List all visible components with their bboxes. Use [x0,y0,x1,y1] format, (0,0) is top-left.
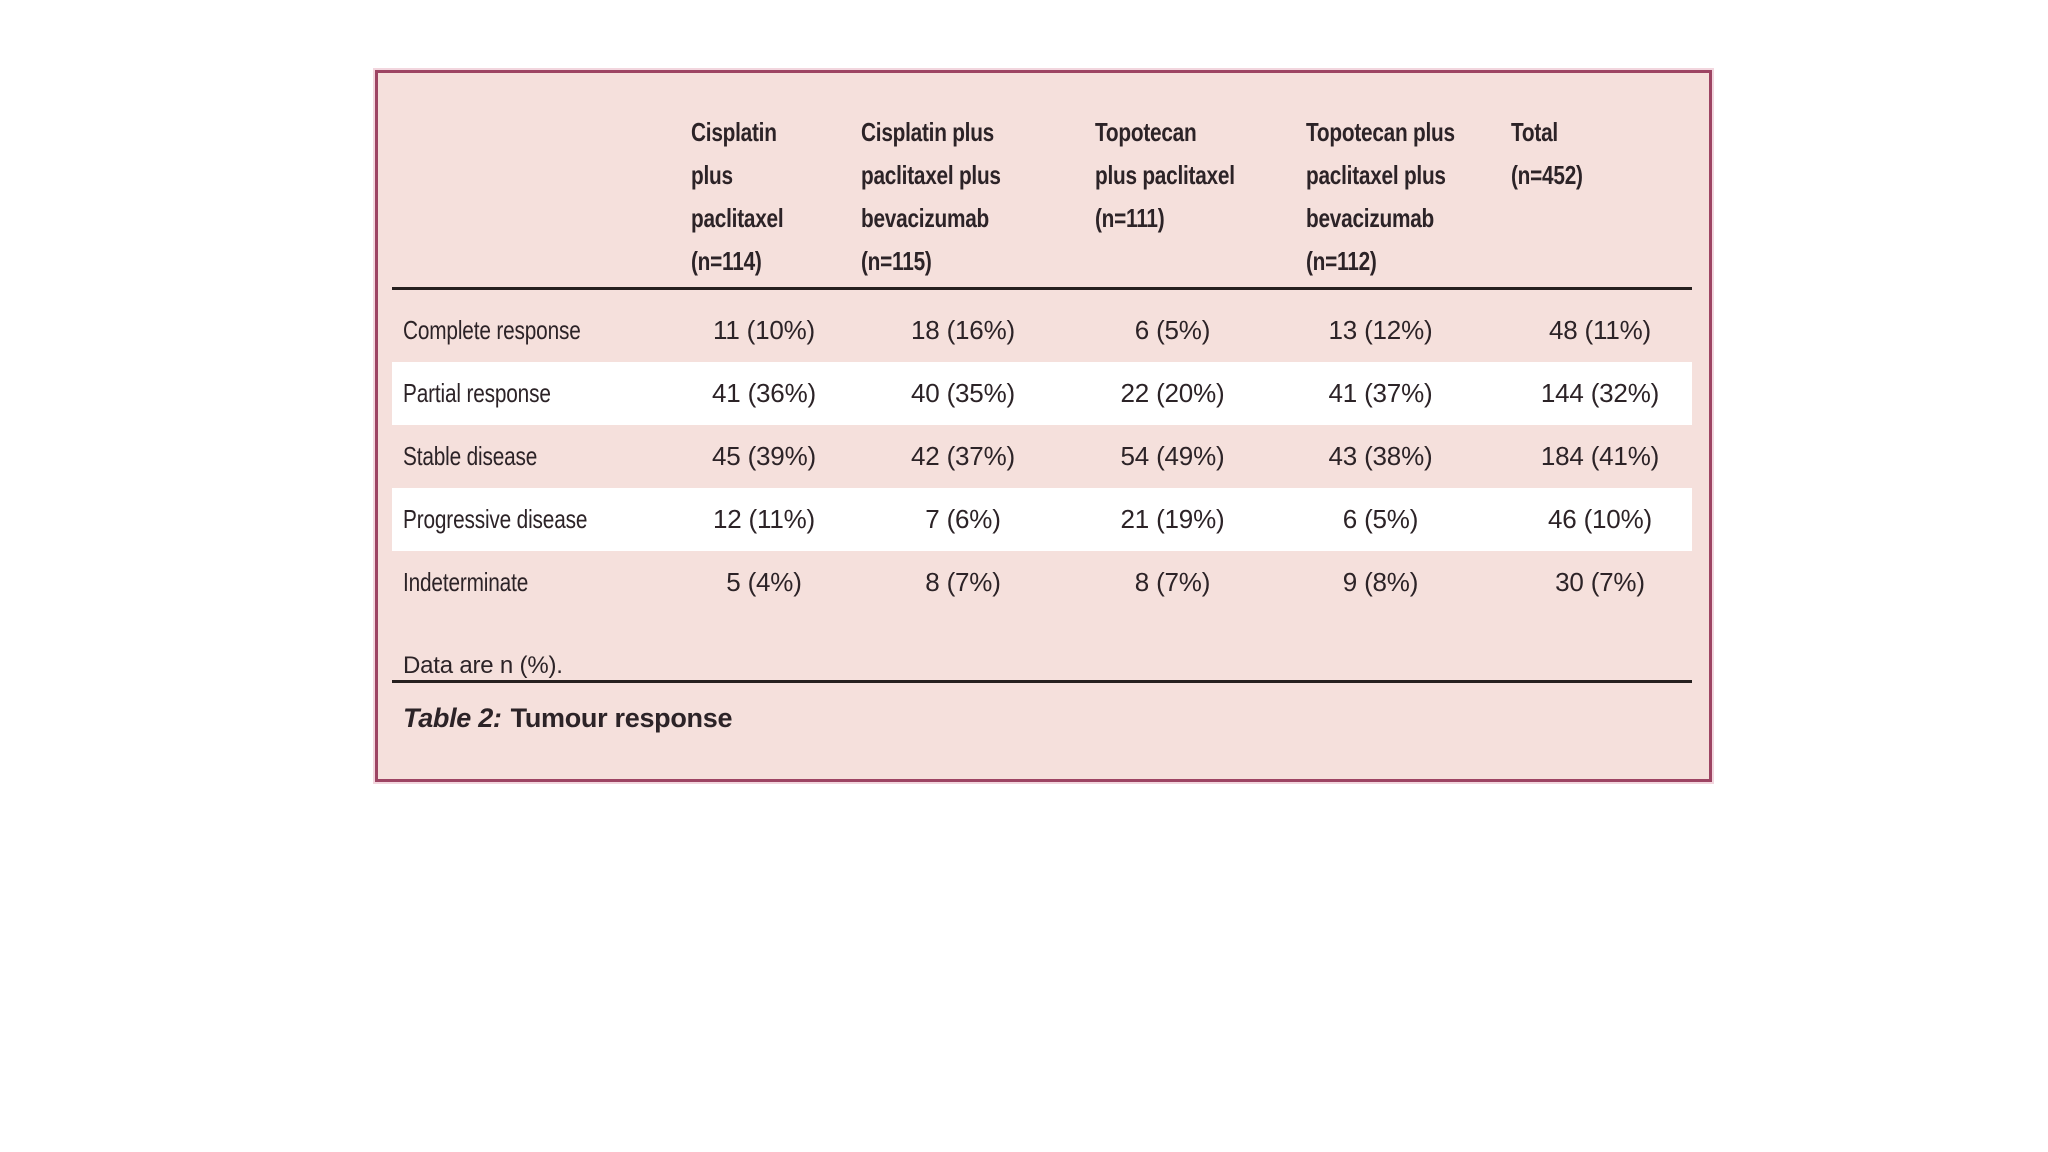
row-label: Stable disease [403,441,691,472]
table-row-indeterminate: Indeterminate 5 (4%) 8 (7%) 8 (7%) 9 (8%… [392,551,1692,614]
value-cell: 13 (12%) [1328,315,1433,345]
value-cell: 6 (5%) [1134,315,1211,345]
value-cell: 18 (16%) [911,315,1015,345]
tumour-response-table-panel: Cisplatin plus paclitaxel (n=114) Cispla… [375,70,1712,782]
header-divider-rule [392,287,1692,290]
row-label-text: Complete response [403,315,581,345]
value-cell: 41 (37%) [1328,378,1433,408]
header-cell-cisplatin-paclitaxel: Cisplatin plus paclitaxel (n=114) [691,111,861,283]
caption-divider-rule [392,680,1692,683]
table-header-row: Cisplatin plus paclitaxel (n=114) Cispla… [392,73,1692,287]
value-cell: 12 (11%) [713,504,815,534]
row-label-text: Partial response [403,378,551,408]
value-cell: 45 (39%) [712,441,816,471]
row-label-text: Stable disease [403,441,538,471]
table-row-partial-response: Partial response 41 (36%) 40 (35%) 22 (2… [392,362,1692,425]
value-cell: 11 (10%) [713,315,815,345]
header-cell-topotecan-paclitaxel-bevacizumab: Topotecan plus paclitaxel plus bevacizum… [1306,111,1511,283]
value-cell: 9 (8%) [1342,567,1419,597]
value-cell: 184 (41%) [1540,441,1660,471]
table-body: Complete response 11 (10%) 18 (16%) 6 (5… [378,299,1709,614]
table-row-progressive-disease: Progressive disease 12 (11%) 7 (6%) 21 (… [392,488,1692,551]
row-label: Complete response [403,315,691,346]
header-label: Total (n=452) [1511,117,1583,190]
table-caption-number: Table 2: [403,703,502,733]
value-cell: 48 (11%) [1549,315,1651,345]
row-label: Progressive disease [403,504,691,535]
value-cell: 40 (35%) [911,378,1015,408]
value-cell: 46 (10%) [1548,504,1652,534]
row-label: Partial response [403,378,691,409]
value-cell: 8 (7%) [1134,567,1211,597]
table-footnote: Data are n (%). [403,652,563,679]
value-cell: 30 (7%) [1555,567,1645,597]
value-cell: 144 (32%) [1540,378,1660,408]
value-cell: 7 (6%) [925,504,1001,534]
value-cell: 42 (37%) [911,441,1015,471]
header-cell-empty [403,111,691,154]
header-label: Topotecan plus paclitaxel plus bevacizum… [1306,117,1455,276]
value-cell: 5 (4%) [726,567,802,597]
value-cell: 22 (20%) [1120,378,1225,408]
row-label: Indeterminate [403,567,691,598]
table-caption-title: Tumour response [510,703,733,733]
value-cell: 21 (19%) [1120,504,1225,534]
value-cell: 41 (36%) [712,378,816,408]
header-label: Topotecan plus paclitaxel (n=111) [1095,117,1235,233]
header-label: Cisplatin plus paclitaxel (n=114) [691,117,784,276]
table-row-stable-disease: Stable disease 45 (39%) 42 (37%) 54 (49%… [392,425,1692,488]
table-caption: Table 2: Tumour response [403,703,1709,734]
header-cell-total: Total (n=452) [1511,111,1693,197]
table-row-complete-response: Complete response 11 (10%) 18 (16%) 6 (5… [392,299,1692,362]
value-cell: 6 (5%) [1342,504,1419,534]
value-cell: 43 (38%) [1328,441,1433,471]
header-cell-topotecan-paclitaxel: Topotecan plus paclitaxel (n=111) [1095,111,1306,240]
header-cell-cisplatin-paclitaxel-bevacizumab: Cisplatin plus paclitaxel plus bevacizum… [861,111,1095,283]
header-label: Cisplatin plus paclitaxel plus bevacizum… [861,117,1001,276]
value-cell: 54 (49%) [1120,441,1225,471]
row-label-text: Progressive disease [403,504,588,534]
value-cell: 8 (7%) [925,567,1001,597]
row-label-text: Indeterminate [403,567,529,597]
